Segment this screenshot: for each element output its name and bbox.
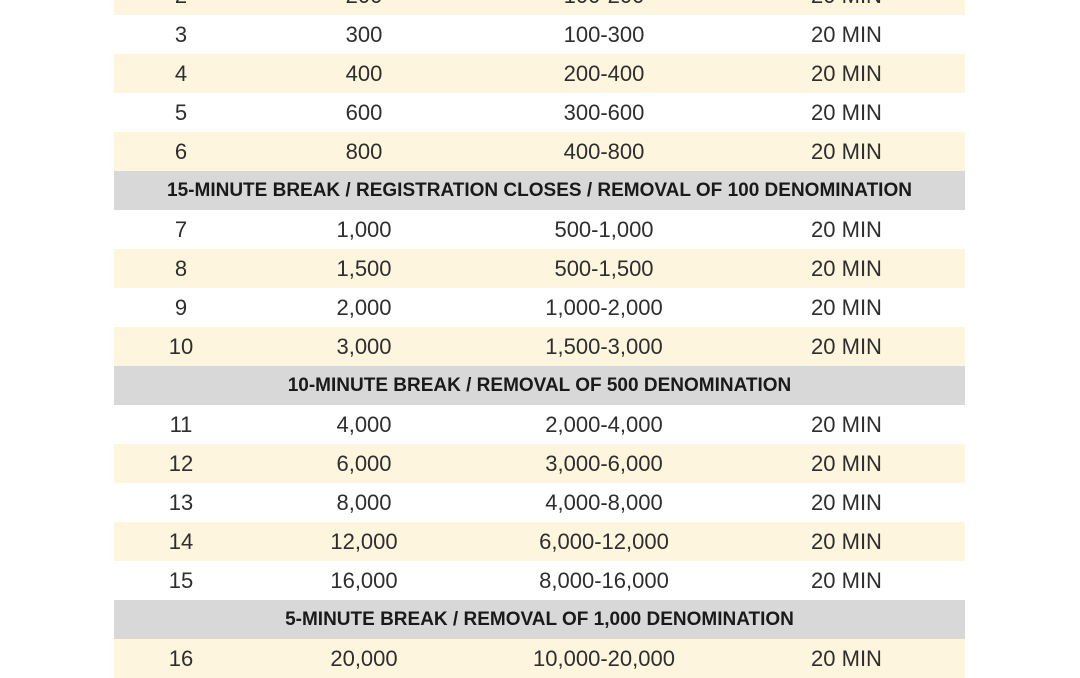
table-cell: 8,000 bbox=[336, 489, 392, 515]
table-cell: 10 bbox=[168, 333, 194, 359]
break-row: 15-MINUTE BREAK / REGISTRATION CLOSES / … bbox=[114, 171, 965, 210]
table-cell: 1,500-3,000 bbox=[545, 333, 663, 359]
level-row: 14 12,000 6,000-12,000 20 MIN bbox=[114, 522, 965, 561]
table-cell: 300-600 bbox=[563, 99, 645, 125]
table-cell: 12 bbox=[168, 450, 194, 476]
table-cell: 20 MIN bbox=[811, 411, 882, 437]
table-cell: 14 bbox=[168, 528, 194, 554]
table-cell: 20 MIN bbox=[811, 294, 882, 320]
table-cell: 800 bbox=[345, 138, 383, 164]
table-cell: 8 bbox=[174, 255, 188, 281]
table-cell: 4,000-8,000 bbox=[545, 489, 663, 515]
table-cell: 2 bbox=[114, 0, 248, 9]
level-row: 5 600 300-600 20 MIN bbox=[114, 93, 965, 132]
table-cell: 400 bbox=[345, 60, 383, 86]
table-cell: 100-200 bbox=[480, 0, 728, 9]
table-cell: 20 MIN bbox=[811, 528, 882, 554]
level-row: 10 3,000 1,500-3,000 20 MIN bbox=[114, 327, 965, 366]
table-cell: 12,000 bbox=[330, 528, 398, 554]
table-cell: 3,000-6,000 bbox=[545, 450, 663, 476]
table-cell: 20 MIN bbox=[811, 489, 882, 515]
table-cell: 200 bbox=[248, 0, 480, 9]
table-cell: 20 MIN bbox=[811, 255, 882, 281]
table-cell: 20 MIN bbox=[728, 0, 965, 9]
table-cell: 20 MIN bbox=[811, 333, 882, 359]
level-row: 11 4,000 2,000-4,000 20 MIN bbox=[114, 405, 965, 444]
break-row: 10-MINUTE BREAK / REMOVAL OF 500 DENOMIN… bbox=[114, 366, 965, 405]
level-row: 6 800 400-800 20 MIN bbox=[114, 132, 965, 171]
table-cell: 1,000 bbox=[336, 216, 392, 242]
table-cell: 500-1,000 bbox=[554, 216, 654, 242]
table-cell: 5 bbox=[174, 99, 188, 125]
level-row: 3 300 100-300 20 MIN bbox=[114, 15, 965, 54]
table-cell: 20 MIN bbox=[811, 450, 882, 476]
level-row: 13 8,000 4,000-8,000 20 MIN bbox=[114, 483, 965, 522]
level-row: 16 20,000 10,000-20,000 20 MIN bbox=[114, 639, 965, 678]
level-row: 7 1,000 500-1,000 20 MIN bbox=[114, 210, 965, 249]
table-cell: 16 bbox=[168, 645, 194, 671]
table-cell: 20 MIN bbox=[811, 138, 882, 164]
table-cell: 6,000 bbox=[336, 450, 392, 476]
table-cell: 6 bbox=[174, 138, 188, 164]
table-cell: 16,000 bbox=[330, 567, 398, 593]
table-cell: 300 bbox=[345, 21, 383, 47]
level-row: 12 6,000 3,000-6,000 20 MIN bbox=[114, 444, 965, 483]
table-cell: 9 bbox=[174, 294, 188, 320]
table-cell: 4 bbox=[174, 60, 188, 86]
table-cell: 20 MIN bbox=[811, 567, 882, 593]
level-row: 8 1,500 500-1,500 20 MIN bbox=[114, 249, 965, 288]
table-cell: 200-400 bbox=[563, 60, 645, 86]
level-row: 2200100-20020 MIN bbox=[114, 0, 965, 15]
table-cell: 11 bbox=[169, 411, 193, 437]
table-cell: 10,000-20,000 bbox=[533, 645, 675, 671]
table-cell: 500-1,500 bbox=[554, 255, 654, 281]
table-cell: 4,000 bbox=[336, 411, 392, 437]
break-row: 5-MINUTE BREAK / REMOVAL OF 1,000 DENOMI… bbox=[114, 600, 965, 639]
table-cell: 2,000 bbox=[336, 294, 392, 320]
table-cell: 3 bbox=[174, 21, 188, 47]
table-cell: 600 bbox=[345, 99, 383, 125]
table-cell: 1,500 bbox=[336, 255, 392, 281]
table-cell: 20,000 bbox=[330, 645, 398, 671]
table-cell: 20 MIN bbox=[811, 21, 882, 47]
table-cell: 3,000 bbox=[336, 333, 392, 359]
level-row: 4 400 200-400 20 MIN bbox=[114, 54, 965, 93]
table-cell: 6,000-12,000 bbox=[539, 528, 669, 554]
table-cell: 13 bbox=[168, 489, 194, 515]
table-cell: 1,000-2,000 bbox=[545, 294, 663, 320]
table-cell: 400-800 bbox=[563, 138, 645, 164]
table-cell: 20 MIN bbox=[811, 216, 882, 242]
table-cell: 20 MIN bbox=[811, 60, 882, 86]
table-cell: 2,000-4,000 bbox=[545, 411, 663, 437]
table-cell: 15 bbox=[168, 567, 194, 593]
table-cell: 20 MIN bbox=[811, 99, 882, 125]
table-cell: 100-300 bbox=[563, 21, 645, 47]
table-cell: 20 MIN bbox=[811, 645, 882, 671]
level-row: 9 2,000 1,000-2,000 20 MIN bbox=[114, 288, 965, 327]
table-cell: 8,000-16,000 bbox=[539, 567, 669, 593]
table-cell: 7 bbox=[174, 216, 188, 242]
level-row: 15 16,000 8,000-16,000 20 MIN bbox=[114, 561, 965, 600]
